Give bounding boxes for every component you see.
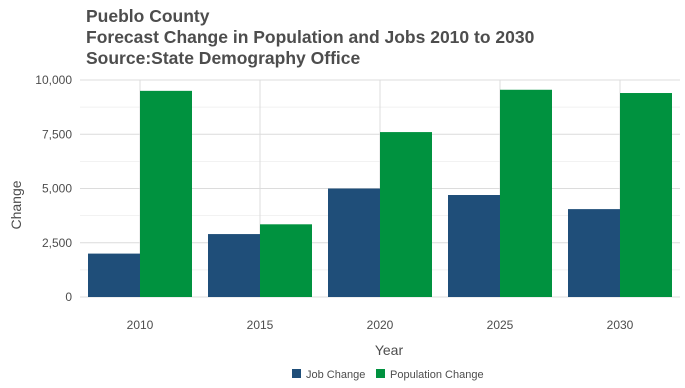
bar-population-change-2025: [500, 89, 552, 297]
x-tick-label: 2030: [607, 318, 634, 332]
legend-swatch: [376, 369, 385, 378]
y-tick-label: 2,500: [42, 236, 72, 250]
bar-job-change-2010: [88, 253, 140, 297]
x-tick-label: 2015: [247, 318, 274, 332]
x-tick-label: 2025: [487, 318, 514, 332]
y-tick-label: 0: [65, 290, 72, 304]
bars-layer: [88, 89, 672, 298]
x-tick-label: 2010: [127, 318, 154, 332]
x-axis-label: Year: [375, 342, 404, 358]
y-tick-label: 5,000: [42, 182, 72, 196]
legend-label: Job Change: [306, 369, 365, 381]
legend: Job Change Population Change: [292, 369, 484, 381]
x-tick-label: 2020: [367, 318, 394, 332]
y-tick-label: 10,000: [35, 73, 72, 87]
y-tick-label: 7,500: [42, 127, 72, 141]
legend-swatch: [292, 369, 301, 378]
bar-population-change-2020: [380, 132, 432, 297]
chart-title: Pueblo County: [86, 6, 210, 26]
bar-job-change-2025: [448, 195, 500, 297]
y-axis-label: Change: [8, 180, 24, 229]
bar-population-change-2010: [140, 90, 192, 297]
bar-population-change-2030: [620, 93, 672, 298]
bar-job-change-2020: [328, 188, 380, 297]
chart-subtitle: Forecast Change in Population and Jobs 2…: [86, 27, 535, 47]
legend-label: Population Change: [390, 369, 484, 381]
axis-layer: 0 2,500 5,000 7,500 10,000 2010 2015 2020 2025 20…: [35, 73, 633, 332]
chart-source: Source:State Demography Office: [86, 48, 361, 68]
bar-job-change-2030: [568, 209, 620, 297]
bar-job-change-2015: [208, 234, 260, 297]
chart-title-block: Pueblo County Forecast Change in Populat…: [86, 6, 534, 69]
bar-population-change-2015: [260, 224, 312, 297]
